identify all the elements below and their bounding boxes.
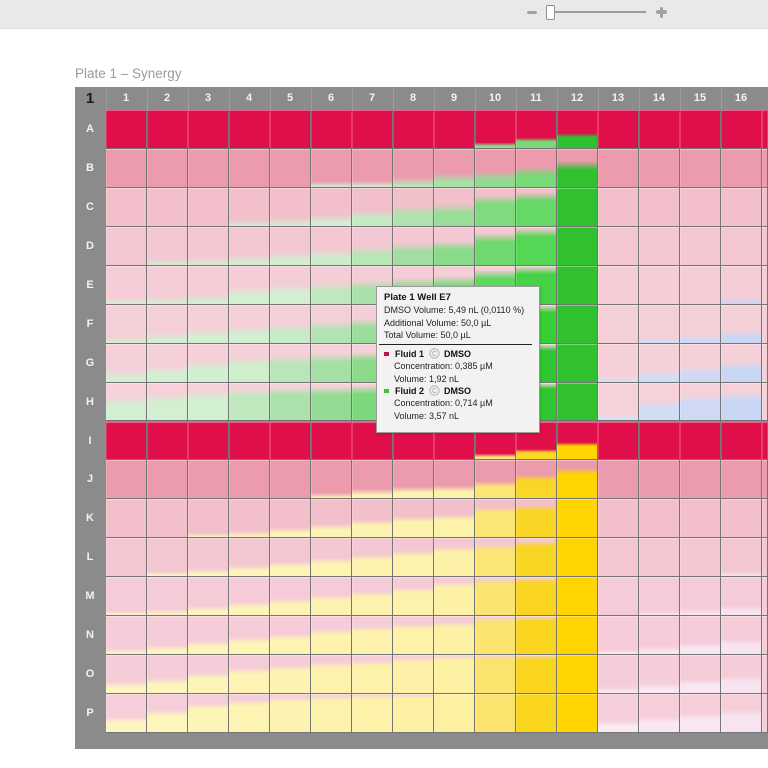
svg-text:C: C [431,388,436,395]
svg-text:C: C [431,351,436,358]
